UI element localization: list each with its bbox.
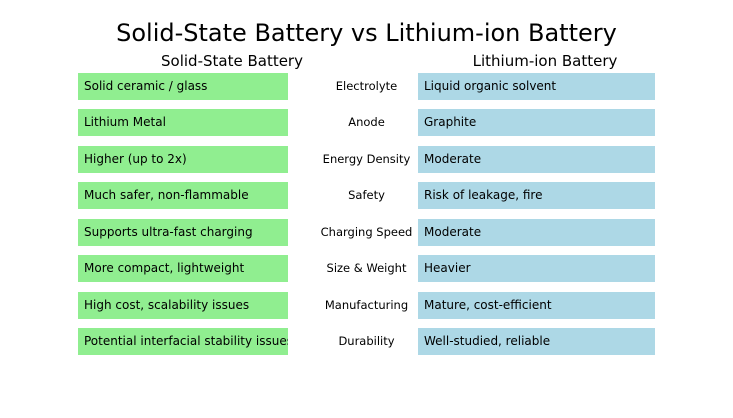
lithium-ion-cell: Heavier: [418, 255, 655, 282]
solid-state-cell: Lithium Metal: [78, 109, 288, 136]
solid-state-cell: More compact, lightweight: [78, 255, 288, 282]
feature-label: Size & Weight: [326, 261, 407, 275]
solid-state-cell: Potential interfacial stability issues: [78, 328, 288, 355]
feature-label: Safety: [348, 188, 385, 202]
feature-label: Energy Density: [322, 152, 411, 166]
comparison-row-durability: Potential interfacial stability issues D…: [0, 328, 733, 355]
lithium-ion-cell: Moderate: [418, 219, 655, 246]
lithium-ion-cell: Moderate: [418, 146, 655, 173]
feature-label: Electrolyte: [335, 79, 398, 93]
comparison-row-safety: Much safer, non-flammable Safety Risk of…: [0, 182, 733, 209]
page-title: Solid-State Battery vs Lithium-ion Batte…: [116, 19, 617, 47]
feature-label: Charging Speed: [320, 225, 413, 239]
comparison-row-energy-density: Higher (up to 2x) Energy Density Moderat…: [0, 146, 733, 173]
solid-state-cell: High cost, scalability issues: [78, 292, 288, 319]
solid-state-cell: Solid ceramic / glass: [78, 73, 288, 100]
solid-state-cell: Much safer, non-flammable: [78, 182, 288, 209]
feature-label: Durability: [338, 334, 395, 348]
comparison-row-anode: Lithium Metal Anode Graphite: [0, 109, 733, 136]
lithium-ion-cell: Well-studied, reliable: [418, 328, 655, 355]
lithium-ion-column-heading: Lithium-ion Battery: [472, 52, 618, 70]
solid-state-cell: Supports ultra-fast charging: [78, 219, 288, 246]
comparison-row-electrolyte: Solid ceramic / glass Electrolyte Liquid…: [0, 73, 733, 100]
comparison-row-size-weight: More compact, lightweight Size & Weight …: [0, 255, 733, 282]
lithium-ion-cell: Graphite: [418, 109, 655, 136]
comparison-row-manufacturing: High cost, scalability issues Manufactur…: [0, 292, 733, 319]
feature-label: Manufacturing: [324, 298, 409, 312]
solid-state-cell: Higher (up to 2x): [78, 146, 288, 173]
comparison-row-charging-speed: Supports ultra-fast charging Charging Sp…: [0, 219, 733, 246]
lithium-ion-cell: Mature, cost-efficient: [418, 292, 655, 319]
feature-label: Anode: [348, 115, 385, 129]
lithium-ion-cell: Liquid organic solvent: [418, 73, 655, 100]
solid-state-column-heading: Solid-State Battery: [161, 52, 303, 70]
lithium-ion-cell: Risk of leakage, fire: [418, 182, 655, 209]
